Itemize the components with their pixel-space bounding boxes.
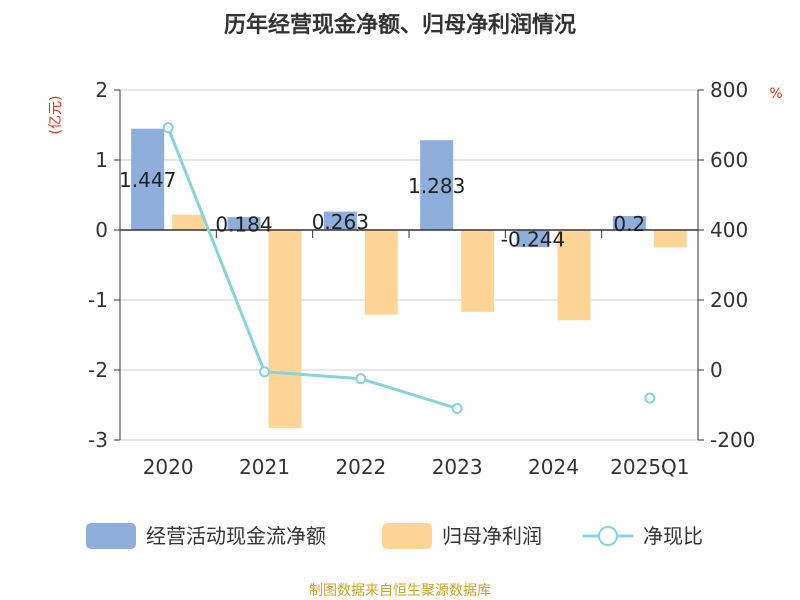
legend-item-0[interactable]: 经营活动现金流净额 — [86, 523, 326, 549]
legend-label: 净现比 — [643, 524, 703, 548]
right-tick-label: -200 — [710, 428, 755, 452]
data-label-operating-cash-flow: 1.283 — [408, 174, 465, 198]
net-cash-ratio-point — [355, 373, 367, 385]
bar-operating-cash-flow — [516, 230, 550, 248]
legend-swatch — [86, 523, 136, 549]
bar-net-profit — [557, 230, 591, 321]
net-cash-ratio-point — [451, 403, 463, 414]
net-cash-ratio-point — [259, 366, 270, 378]
bar-net-profit — [172, 214, 206, 230]
grid — [120, 89, 698, 441]
bar-operating-cash-flow — [227, 217, 261, 230]
source-note: 制图数据来自恒生聚源数据库 — [309, 583, 491, 599]
bar-operating-cash-flow — [420, 140, 454, 230]
legend[interactable]: 经营活动现金流净额 归母净利润 净现比 — [86, 523, 703, 549]
x-tick-label: 2021 — [239, 455, 290, 479]
bars — [131, 128, 687, 429]
bar-operating-cash-flow — [131, 128, 165, 230]
left-tick-label: -2 — [88, 358, 108, 382]
bar-net-profit — [268, 230, 302, 429]
data-labels: 1.447 0.184 0.263 1.283 -0.244 0.2 — [119, 168, 645, 252]
net-cash-ratio-point — [162, 122, 174, 134]
right-tick-label: 800 — [710, 78, 748, 102]
bar-net-profit — [461, 230, 495, 312]
legend-label: 归母净利润 — [442, 524, 542, 548]
data-label-operating-cash-flow: -0.244 — [501, 228, 565, 252]
data-label-operating-cash-flow: 0.263 — [312, 210, 369, 234]
right-tick-label: 600 — [710, 148, 748, 172]
legend-swatch — [382, 523, 432, 549]
left-tick-label: 1 — [95, 148, 108, 172]
x-tick-label: 2024 — [528, 455, 579, 479]
net-cash-ratio-line — [162, 122, 656, 414]
bar-net-profit — [364, 230, 398, 315]
data-label-operating-cash-flow: 1.447 — [119, 168, 176, 192]
x-tick-label: 2023 — [432, 455, 483, 479]
x-tick-label: 2022 — [335, 455, 386, 479]
legend-swatch-marker — [598, 526, 618, 546]
left-tick-label: 0 — [95, 218, 108, 242]
x-tick-label: 2025Q1 — [610, 455, 689, 479]
left-tick-label: -1 — [88, 288, 108, 312]
legend-label: 经营活动现金流净额 — [146, 524, 326, 548]
right-tick-label: 400 — [710, 218, 748, 242]
right-tick-label: 200 — [710, 288, 748, 312]
axes — [114, 89, 704, 441]
bar-operating-cash-flow — [323, 211, 357, 230]
left-tick-label: 2 — [95, 78, 108, 102]
left-axis-unit: (亿元) — [48, 96, 64, 135]
x-tick-label: 2020 — [143, 455, 194, 479]
net-cash-ratio-point — [644, 392, 656, 404]
right-axis-unit: % — [769, 86, 782, 102]
legend-item-2[interactable]: 净现比 — [583, 524, 703, 548]
right-tick-label: 0 — [710, 358, 723, 382]
legend-item-1[interactable]: 归母净利润 — [382, 523, 542, 549]
tick-labels: 2 1 0 -1 -2 -3 800 600 400 200 0 -200 2020 2021 2022 20… — [88, 78, 755, 479]
net-cash-ratio-segment — [166, 127, 458, 410]
left-tick-label: -3 — [88, 428, 108, 452]
data-label-operating-cash-flow: 0.184 — [215, 213, 272, 237]
bar-net-profit — [653, 230, 687, 248]
bar-operating-cash-flow — [612, 216, 646, 230]
chart-title: 历年经营现金净额、归母净利润情况 — [224, 12, 576, 38]
data-label-operating-cash-flow: 0.2 — [613, 212, 645, 236]
